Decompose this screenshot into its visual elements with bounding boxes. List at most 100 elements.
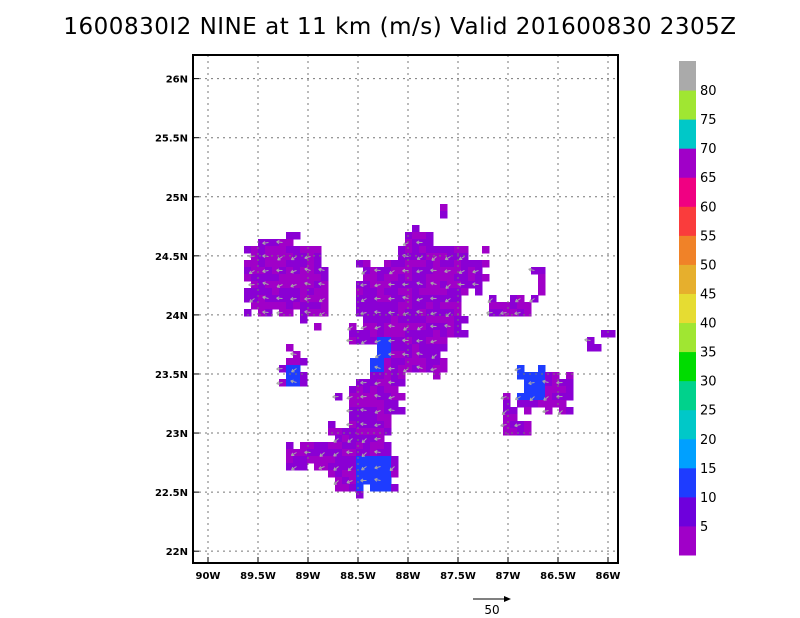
wind-cell — [419, 274, 427, 282]
wind-cell — [524, 400, 532, 408]
wind-cell — [251, 253, 259, 261]
wind-cell — [265, 239, 273, 247]
wind-cell — [412, 267, 420, 275]
wind-cell — [412, 225, 420, 233]
wind-arrow — [318, 267, 325, 272]
wind-arrow — [500, 311, 507, 316]
wind-cell — [258, 253, 266, 261]
wind-cell — [370, 337, 378, 345]
wind-cell — [370, 358, 378, 366]
lon-axis: 90W 89.5W 89W 88.5W 88W 87.5W 87W 86.5W 86W — [196, 557, 620, 582]
wind-cell — [419, 323, 427, 331]
wind-cell — [370, 330, 378, 338]
colorbar-swatch — [679, 177, 696, 207]
wind-arrow — [542, 409, 549, 414]
wind-cell — [461, 288, 469, 296]
wind-cell — [307, 442, 315, 450]
wind-cell — [517, 365, 525, 373]
wind-cell — [447, 267, 455, 275]
wind-cell — [475, 281, 483, 289]
wind-cell — [454, 309, 462, 317]
colorbar-swatch — [679, 525, 696, 556]
wind-cell — [566, 372, 574, 380]
wind-cell — [377, 407, 385, 415]
wind-arrow — [444, 323, 451, 328]
wind-arrow — [346, 395, 353, 400]
wind-cell — [391, 484, 399, 492]
wind-cell — [433, 253, 441, 261]
wind-cell — [363, 442, 371, 450]
wind-cell — [251, 267, 259, 275]
wind-cell — [447, 288, 455, 296]
wind-arrow — [346, 480, 353, 484]
wind-arrow — [416, 297, 423, 302]
wind-cell — [314, 288, 322, 296]
wind-cell — [384, 288, 392, 296]
wind-cell — [426, 351, 434, 359]
wind-arrow — [276, 296, 283, 301]
wind-cell — [391, 393, 399, 401]
wind-cell — [286, 260, 294, 268]
wind-cell — [286, 372, 294, 380]
wind-cell — [391, 302, 399, 310]
wind-cell — [475, 267, 483, 275]
wind-cell — [433, 295, 441, 303]
wind-cell — [307, 253, 315, 261]
wind-cell — [370, 442, 378, 450]
wind-cell — [433, 281, 441, 289]
wind-arrow — [332, 394, 339, 399]
wind-cell — [300, 358, 308, 366]
scale-vector-label: 50 — [484, 603, 500, 617]
wind-cell — [286, 365, 294, 373]
lat-tick-label: 23N — [166, 429, 188, 440]
wind-cell — [440, 281, 448, 289]
wind-cell — [363, 463, 371, 471]
wind-cell — [412, 316, 420, 324]
wind-arrow — [318, 281, 325, 286]
lon-tick-label: 89W — [296, 571, 321, 582]
wind-cell — [293, 372, 301, 380]
wind-cell — [384, 260, 392, 268]
wind-arrow — [333, 466, 339, 471]
wind-cell — [300, 253, 308, 261]
wind-cell — [251, 246, 259, 254]
wind-cell — [265, 288, 273, 296]
wind-cell — [293, 365, 301, 373]
lat-tick-label: 25.5N — [155, 134, 188, 145]
wind-cell — [433, 302, 441, 310]
wind-cell — [279, 379, 287, 387]
lon-tick-label: 88.5W — [340, 571, 376, 582]
wind-cell — [517, 302, 525, 310]
wind-cell — [510, 407, 518, 415]
wind-cell — [300, 372, 308, 380]
wind-cell — [426, 246, 434, 254]
wind-cell — [468, 267, 476, 275]
wind-arrow — [374, 296, 381, 301]
wind-cell — [566, 386, 574, 394]
wind-arrow — [430, 367, 437, 372]
wind-cell — [307, 449, 315, 457]
wind-arrow — [374, 465, 381, 470]
wind-cell — [349, 435, 357, 443]
wind-cell — [433, 344, 441, 352]
wind-cell — [258, 295, 266, 303]
wind-arrow — [472, 282, 479, 287]
wind-arrow — [388, 395, 395, 400]
wind-cell — [426, 337, 434, 345]
wind-cell — [363, 302, 371, 310]
wind-cell — [377, 414, 385, 422]
wind-cell — [300, 309, 308, 317]
wind-cell — [377, 379, 385, 387]
wind-cell — [258, 302, 266, 310]
wind-cell — [566, 407, 574, 415]
wind-cell — [419, 295, 427, 303]
colorbar-swatch — [679, 496, 696, 527]
wind-cell — [328, 449, 336, 457]
wind-cell — [447, 330, 455, 338]
wind-arrow — [472, 269, 479, 274]
colorbar-swatch — [679, 90, 696, 120]
wind-cell — [265, 274, 273, 282]
wind-cell — [286, 232, 294, 240]
wind-cell — [405, 302, 413, 310]
wind-arrow — [388, 310, 395, 315]
